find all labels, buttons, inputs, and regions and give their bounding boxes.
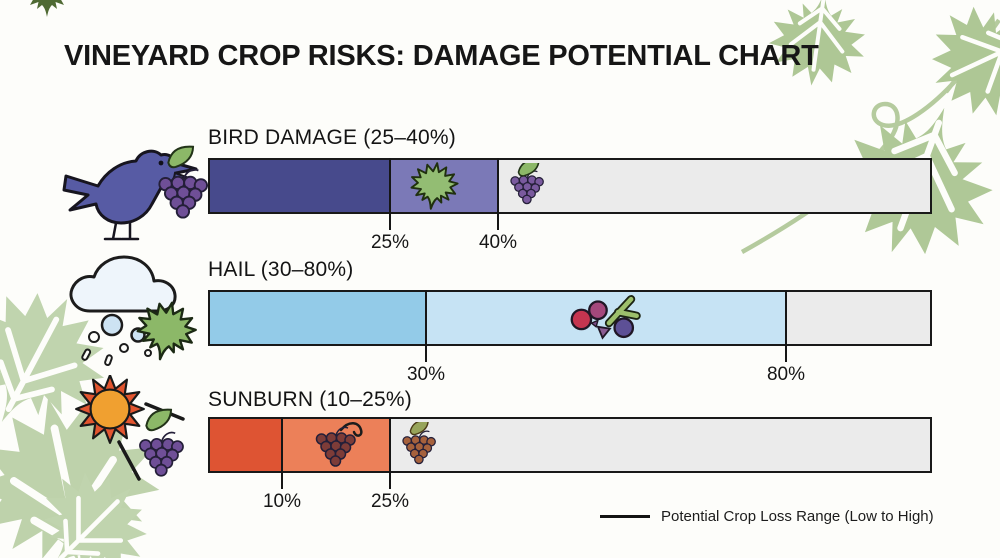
row-label-hail: HAIL (30–80%) [208, 258, 354, 281]
page-title: VINEYARD CROP RISKS: DAMAGE POTENTIAL CH… [64, 40, 819, 72]
tick-high: 80% [767, 290, 805, 385]
grape-leaf-icon [408, 161, 461, 211]
bird-eating-grapes-icon [62, 143, 208, 241]
bar-sunburn: 10% 25% [208, 417, 932, 512]
tick-low: 10% [263, 417, 301, 512]
row-label-sunburn: SUNBURN (10–25%) [208, 388, 412, 411]
row-label-bird-damage: BIRD DAMAGE (25–40%) [208, 126, 456, 149]
hail-cloud-with-leaf-icon [69, 255, 200, 367]
sun-scorching-grapes-icon [75, 375, 185, 481]
bar-segment [786, 292, 930, 344]
damaged-grape-bunch-icon [315, 422, 363, 467]
bar-segment [210, 419, 282, 471]
tick-label: 25% [370, 491, 410, 512]
bar-hail: 30% 80% [208, 290, 932, 385]
tick-label: 25% [370, 232, 410, 253]
tick-label: 40% [478, 232, 518, 253]
bar-segment [498, 160, 930, 212]
bar-segment [210, 292, 426, 344]
legend-label: Potential Crop Loss Range (Low to High) [661, 508, 934, 525]
tick-high: 25% [371, 417, 409, 512]
crushed-berries-icon [563, 292, 647, 344]
bar-segment [210, 160, 390, 212]
bar-bird-damage: 25% 40% [208, 158, 932, 253]
tick-label: 30% [406, 364, 446, 385]
legend: Potential Crop Loss Range (Low to High) [600, 508, 934, 525]
tick-low: 30% [407, 290, 445, 385]
tick-high: 40% [479, 158, 517, 253]
tick-low: 25% [371, 158, 409, 253]
shriveled-grape-bunch-icon [402, 422, 437, 465]
bar-segment [426, 292, 786, 344]
legend-line-swatch [600, 515, 650, 518]
tick-label: 10% [262, 491, 302, 512]
tick-label: 80% [766, 364, 806, 385]
bar-segment [390, 419, 930, 471]
grape-bunch-icon [510, 163, 545, 205]
